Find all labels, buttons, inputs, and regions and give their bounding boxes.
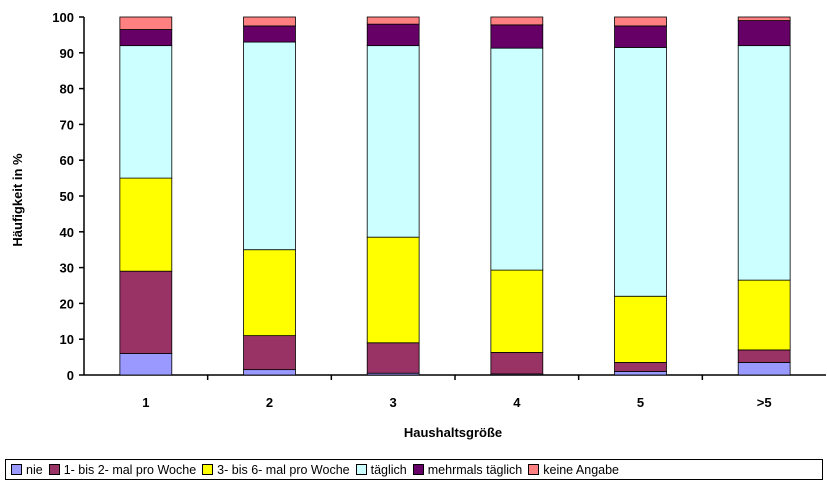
y-tick-label: 10 [60, 332, 74, 347]
bar-segment [737, 20, 791, 47]
legend-swatch [11, 464, 22, 475]
bar-segment [614, 295, 667, 363]
bar-segment [490, 16, 544, 26]
legend-label: nie [26, 462, 43, 477]
bar-segment [119, 45, 173, 179]
bar-segment [366, 45, 420, 238]
x-tick-label: 5 [637, 395, 644, 410]
bar-segment [119, 270, 173, 354]
legend-item: nie [11, 463, 43, 477]
legend-label: 1- bis 2- mal pro Woche [63, 462, 197, 477]
legend-swatch [202, 464, 214, 475]
legend-swatch [412, 464, 424, 475]
legend-swatch [355, 464, 367, 475]
bar-segment [490, 24, 544, 49]
y-tick-label: 70 [60, 117, 74, 132]
bar-segment [737, 349, 791, 363]
legend-item: täglich [355, 462, 407, 477]
y-axis-title: Häufigkeit in % [10, 153, 25, 247]
bars [119, 16, 791, 376]
x-axis-title: Haushaltsgröße [404, 425, 502, 440]
x-tick-label: 3 [390, 395, 397, 410]
bar-segment [119, 353, 173, 376]
y-tick-label: 30 [60, 261, 74, 276]
y-tick-label: 90 [60, 46, 74, 61]
x-tick-label: 2 [266, 395, 273, 410]
bar-segment [119, 177, 173, 272]
legend-item: 1- bis 2- mal pro Woche [48, 462, 197, 477]
y-tick-label: 60 [60, 153, 74, 168]
x-tick-label: 1 [142, 395, 149, 410]
legend-item: keine Angabe [528, 463, 619, 477]
legend-item: 3- bis 6- mal pro Woche [202, 462, 350, 477]
y-tick-label: 80 [60, 82, 74, 97]
bar-segment [737, 279, 791, 351]
legend-swatch [528, 464, 540, 475]
bar-segment [490, 269, 544, 353]
bar-segment [243, 249, 296, 337]
bar-segment [737, 362, 791, 376]
bar-segment [119, 29, 173, 47]
bar-segment [366, 23, 420, 47]
legend-label: täglich [370, 462, 407, 477]
y-tick-label: 40 [60, 225, 74, 240]
bar-segment [614, 371, 667, 376]
y-tick-label: 50 [60, 189, 74, 204]
chart-legend: nie 1- bis 2- mal pro Woche 3- bis 6- mal … [5, 459, 823, 480]
x-tick-label: >5 [757, 395, 772, 410]
stacked-bar-chart: 0 10 20 30 40 50 60 70 80 90 100 1 2 3 4 5 >5 Häufigkei… [10, 10, 826, 440]
bar-segment [243, 16, 296, 27]
bar-segment [614, 47, 667, 297]
x-tick-label: 4 [513, 395, 521, 410]
bar-segment [366, 16, 420, 25]
bar-segment [243, 41, 296, 251]
bar-segment [119, 16, 173, 30]
y-tick-label: 20 [60, 296, 74, 311]
y-tick-label: 100 [52, 10, 74, 25]
bar-segment [614, 25, 667, 48]
bar-segment [366, 342, 420, 374]
bar-segment [490, 352, 544, 375]
bar-segment [243, 369, 296, 376]
bar-segment [614, 362, 667, 372]
bar-segment [366, 236, 420, 344]
bar-segment [737, 16, 791, 21]
y-tick-label: 0 [67, 368, 74, 383]
legend-label: mehrmals täglich [427, 462, 523, 477]
x-axis: 1 2 3 4 5 >5 [84, 374, 826, 410]
bar-segment [614, 16, 667, 27]
legend-item: mehrmals täglich [412, 462, 523, 477]
y-axis: 0 10 20 30 40 50 60 70 80 90 100 [52, 10, 85, 383]
bar-segment [490, 47, 544, 271]
bar-segment [243, 25, 296, 43]
legend-label: 3- bis 6- mal pro Woche [217, 462, 350, 477]
legend-swatch [48, 464, 60, 475]
bar-segment [243, 335, 296, 371]
legend-label: keine Angabe [543, 462, 620, 477]
bar-segment [737, 45, 791, 281]
